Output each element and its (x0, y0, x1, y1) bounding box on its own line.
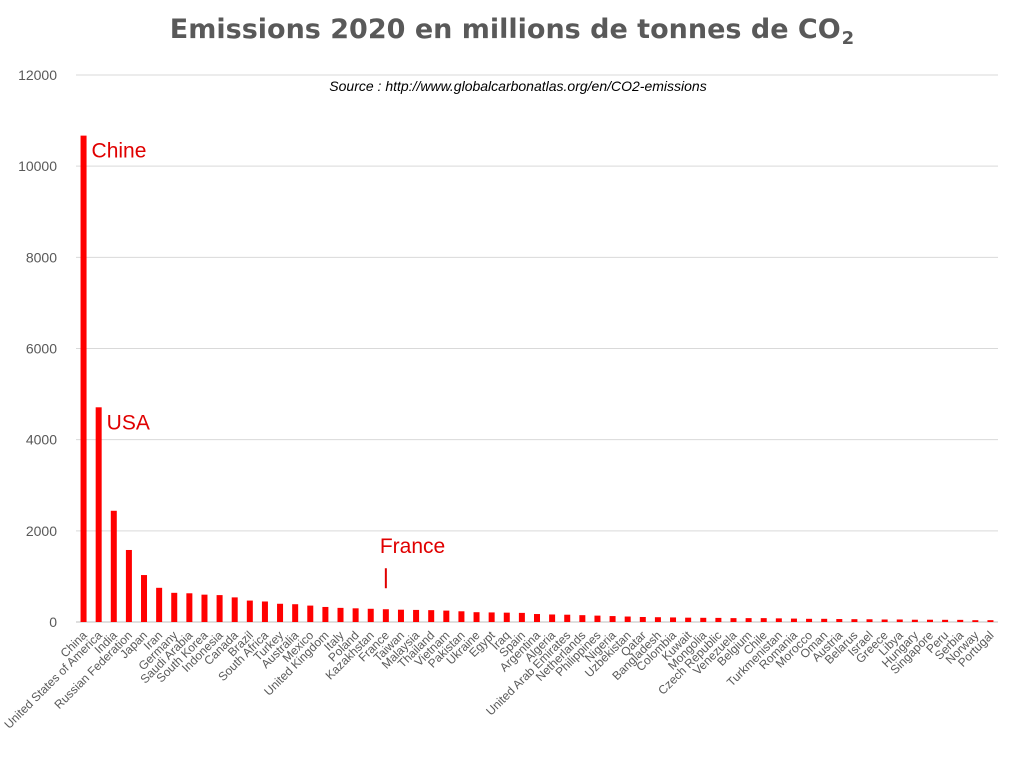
bar (534, 614, 540, 622)
annotation-label: France (380, 535, 445, 558)
bar (141, 575, 148, 622)
bar (896, 619, 903, 622)
annotation-label: Chine (92, 140, 147, 163)
bar (775, 618, 782, 622)
bar (518, 612, 525, 622)
bar (609, 616, 616, 622)
bar (246, 600, 253, 622)
bar (745, 618, 752, 622)
bar (821, 618, 828, 622)
bar (594, 615, 601, 622)
bar (503, 612, 510, 622)
y-tick-label: 10000 (18, 158, 57, 174)
bar (624, 616, 631, 622)
bar (579, 615, 586, 622)
annotations: Chine USA France (92, 140, 445, 589)
bar (836, 619, 843, 622)
bar (881, 619, 888, 622)
chart-title-main: Emissions 2020 en millions de tonnes de … (169, 14, 841, 45)
bar (806, 618, 813, 622)
bar (156, 587, 163, 622)
bar (942, 619, 949, 622)
bar (670, 617, 677, 622)
chart-title: Emissions 2020 en millions de tonnes de … (0, 14, 1024, 49)
bar (428, 610, 435, 622)
bar (972, 620, 979, 622)
bar (186, 593, 193, 622)
bar (926, 619, 933, 622)
y-axis-ticks: 0 2000 4000 6000 8000 10000 12000 (18, 67, 57, 630)
bar (790, 618, 797, 622)
y-tick-label: 6000 (26, 341, 57, 357)
bar (564, 614, 571, 622)
bar (201, 594, 208, 622)
bar (488, 612, 495, 622)
bar (231, 597, 238, 622)
bar (322, 606, 329, 622)
bar (397, 609, 404, 622)
bar (473, 612, 480, 622)
gridlines (76, 74, 998, 623)
bar (382, 609, 389, 622)
bar (443, 610, 450, 622)
bar (110, 510, 117, 622)
bar (760, 618, 767, 622)
bar (715, 617, 722, 622)
bar (458, 611, 465, 622)
y-tick-label: 12000 (18, 67, 57, 83)
bar (851, 619, 858, 622)
source-note: Source : http://www.globalcarbonatlas.or… (329, 78, 706, 94)
bar (685, 617, 692, 622)
bar (80, 135, 87, 622)
bar (95, 407, 102, 622)
annotation-label: USA (107, 411, 150, 434)
bar (216, 595, 223, 622)
bar (654, 617, 661, 622)
bar (700, 617, 707, 622)
bar (413, 609, 420, 622)
bar (352, 608, 359, 622)
chart-title-subscript: 2 (841, 28, 855, 49)
bar (911, 619, 918, 622)
bar (987, 620, 994, 622)
bar (639, 616, 646, 622)
bar (171, 592, 178, 622)
bar (292, 604, 299, 622)
bar (307, 605, 314, 622)
y-tick-label: 0 (49, 614, 57, 630)
bar (367, 608, 374, 622)
y-tick-label: 4000 (26, 432, 57, 448)
bars (80, 135, 994, 622)
bar (549, 614, 556, 622)
bar (866, 619, 873, 622)
bar (337, 607, 344, 622)
bar (261, 601, 268, 622)
y-tick-label: 8000 (26, 249, 57, 265)
bar (957, 619, 964, 622)
bar (730, 618, 737, 622)
bar (125, 549, 132, 622)
y-tick-label: 2000 (26, 523, 57, 539)
bar (277, 603, 284, 622)
